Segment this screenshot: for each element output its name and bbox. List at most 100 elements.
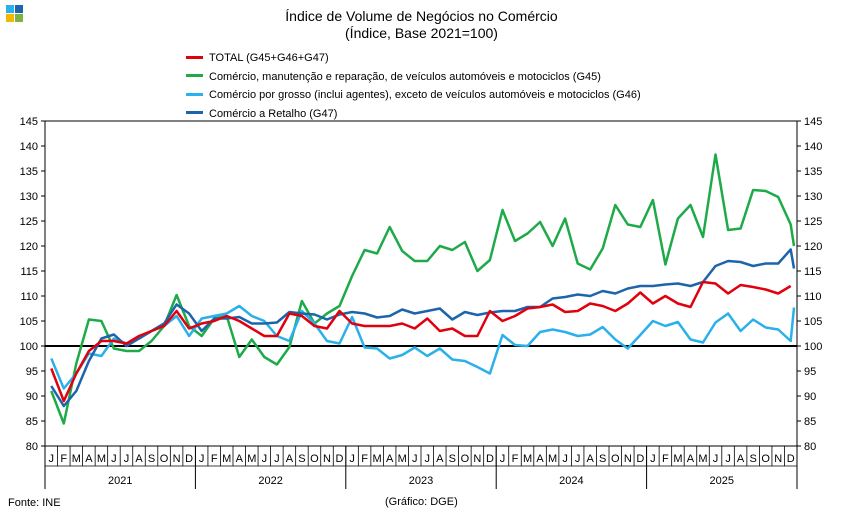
- month-label: N: [323, 453, 331, 465]
- y-tick-label-left: 100: [20, 341, 38, 353]
- month-label: N: [173, 453, 181, 465]
- month-label: J: [650, 453, 656, 465]
- y-tick-label-left: 145: [20, 116, 38, 128]
- y-tick-label-right: 100: [804, 341, 822, 353]
- month-label: O: [611, 453, 620, 465]
- month-label: D: [636, 453, 644, 465]
- y-tick-label-right: 80: [804, 441, 816, 453]
- month-label: S: [148, 453, 155, 465]
- y-tick-label-right: 120: [804, 241, 822, 253]
- series-line: [50, 153, 796, 425]
- month-label: M: [97, 453, 106, 465]
- year-label: 2023: [409, 475, 433, 487]
- chart-credit: (Gráfico: DGE): [385, 496, 458, 508]
- chart-subtitle: (Índice, Base 2021=100): [345, 25, 498, 41]
- y-tick-label-left: 110: [20, 291, 38, 303]
- month-label: J: [111, 453, 117, 465]
- y-tick-label-left: 140: [20, 141, 38, 153]
- month-label: F: [662, 453, 669, 465]
- month-label: F: [211, 453, 218, 465]
- month-label: J: [713, 453, 719, 465]
- y-tick-label-left: 105: [20, 316, 38, 328]
- month-label: O: [761, 453, 770, 465]
- month-label: A: [536, 453, 544, 465]
- legend-swatch: [186, 55, 203, 59]
- legend: TOTAL (G45+G46+G47) Comércio, manutenção …: [186, 49, 641, 123]
- month-label: F: [361, 453, 368, 465]
- y-tick-label-right: 85: [804, 416, 816, 428]
- month-label: A: [386, 453, 394, 465]
- month-label: M: [398, 453, 407, 465]
- logo-icon: [6, 5, 24, 23]
- legend-swatch: [186, 92, 203, 96]
- year-label: 2021: [108, 475, 132, 487]
- y-tick-label-right: 130: [804, 191, 822, 203]
- y-tick-label-right: 105: [804, 316, 822, 328]
- month-label: J: [262, 453, 268, 465]
- year-label: 2022: [258, 475, 282, 487]
- legend-label: Comércio por grosso (inclui agentes), ex…: [209, 89, 641, 101]
- month-label: M: [222, 453, 231, 465]
- y-tick-label-right: 115: [804, 266, 822, 278]
- month-label: D: [787, 453, 795, 465]
- month-label: M: [548, 453, 557, 465]
- legend-item: Comércio por grosso (inclui agentes), ex…: [186, 86, 641, 105]
- month-label: J: [425, 453, 431, 465]
- month-label: A: [587, 453, 595, 465]
- month-label: J: [124, 453, 130, 465]
- month-label: A: [135, 453, 143, 465]
- month-label: N: [774, 453, 782, 465]
- month-label: S: [298, 453, 305, 465]
- y-tick-label-right: 95: [804, 366, 816, 378]
- month-label: J: [575, 453, 581, 465]
- month-label: A: [687, 453, 695, 465]
- month-label: S: [449, 453, 456, 465]
- month-label: A: [85, 453, 93, 465]
- month-label: J: [412, 453, 418, 465]
- y-tick-label-right: 140: [804, 141, 822, 153]
- y-tick-label-right: 135: [804, 166, 822, 178]
- legend-swatch: [186, 111, 203, 115]
- y-tick-label-left: 80: [26, 441, 38, 453]
- month-label: M: [523, 453, 532, 465]
- month-label: M: [673, 453, 682, 465]
- month-label: O: [310, 453, 319, 465]
- y-tick-label-left: 125: [20, 216, 38, 228]
- y-tick-label-left: 120: [20, 241, 38, 253]
- chart-title: Índice de Volume de Negócios no Comércio: [285, 8, 558, 24]
- month-label: A: [286, 453, 294, 465]
- source-note: Fonte: INE: [8, 497, 61, 509]
- legend-label: TOTAL (G45+G46+G47): [209, 52, 329, 64]
- legend-item: Comércio, manutenção e reparação, de veí…: [186, 68, 641, 87]
- month-label: J: [274, 453, 280, 465]
- y-tick-label-left: 90: [26, 391, 38, 403]
- chart-title-block: Índice de Volume de Negócios no Comércio…: [0, 8, 843, 42]
- series-line: [50, 280, 792, 403]
- month-label: O: [160, 453, 169, 465]
- month-label: D: [185, 453, 193, 465]
- month-label: D: [336, 453, 344, 465]
- series-line: [50, 304, 796, 390]
- y-tick-label-right: 125: [804, 216, 822, 228]
- y-tick-label-left: 85: [26, 416, 38, 428]
- legend-item: TOTAL (G45+G46+G47): [186, 49, 641, 68]
- legend-swatch: [186, 74, 203, 78]
- month-label: A: [737, 453, 745, 465]
- month-label: N: [624, 453, 632, 465]
- legend-label: Comércio a Retalho (G47): [209, 107, 338, 120]
- month-label: A: [436, 453, 444, 465]
- legend-item: Comércio a Retalho (G47): [186, 105, 641, 124]
- month-label: J: [349, 453, 355, 465]
- month-label: M: [373, 453, 382, 465]
- year-label: 2025: [710, 475, 734, 487]
- month-label: N: [473, 453, 481, 465]
- month-label: S: [599, 453, 606, 465]
- month-label: J: [562, 453, 568, 465]
- month-label: A: [236, 453, 244, 465]
- y-tick-label-right: 145: [804, 116, 822, 128]
- month-label: F: [60, 453, 67, 465]
- month-label: F: [512, 453, 519, 465]
- month-label: S: [749, 453, 756, 465]
- year-label: 2024: [559, 475, 583, 487]
